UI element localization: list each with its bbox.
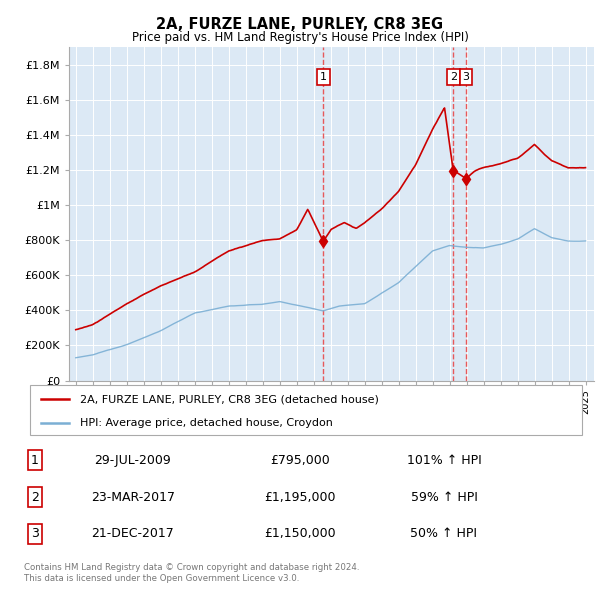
Text: 29-JUL-2009: 29-JUL-2009	[95, 454, 172, 467]
Text: 2: 2	[31, 490, 39, 504]
Text: 101% ↑ HPI: 101% ↑ HPI	[407, 454, 481, 467]
Text: 3: 3	[31, 527, 39, 540]
Text: 21-DEC-2017: 21-DEC-2017	[92, 527, 175, 540]
Text: 50% ↑ HPI: 50% ↑ HPI	[410, 527, 478, 540]
Text: 59% ↑ HPI: 59% ↑ HPI	[410, 490, 478, 504]
FancyBboxPatch shape	[30, 385, 582, 435]
Text: 3: 3	[463, 72, 470, 82]
Text: Price paid vs. HM Land Registry's House Price Index (HPI): Price paid vs. HM Land Registry's House …	[131, 31, 469, 44]
Text: £795,000: £795,000	[270, 454, 330, 467]
Text: HPI: Average price, detached house, Croydon: HPI: Average price, detached house, Croy…	[80, 418, 332, 428]
Text: 1: 1	[31, 454, 39, 467]
Text: £1,150,000: £1,150,000	[264, 527, 336, 540]
Text: Contains HM Land Registry data © Crown copyright and database right 2024.
This d: Contains HM Land Registry data © Crown c…	[24, 563, 359, 583]
Text: £1,195,000: £1,195,000	[264, 490, 336, 504]
Text: 2: 2	[450, 72, 457, 82]
Text: 2A, FURZE LANE, PURLEY, CR8 3EG (detached house): 2A, FURZE LANE, PURLEY, CR8 3EG (detache…	[80, 394, 379, 404]
Text: 2A, FURZE LANE, PURLEY, CR8 3EG: 2A, FURZE LANE, PURLEY, CR8 3EG	[157, 17, 443, 31]
Text: 23-MAR-2017: 23-MAR-2017	[91, 490, 175, 504]
Text: 1: 1	[320, 72, 327, 82]
